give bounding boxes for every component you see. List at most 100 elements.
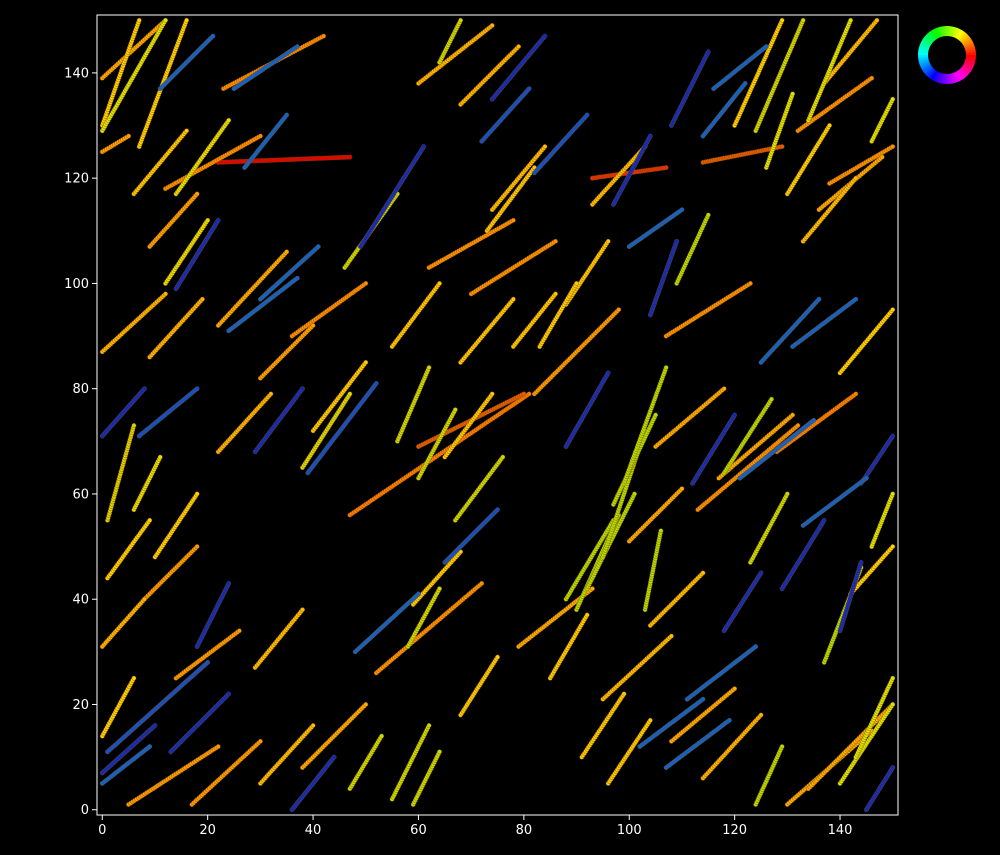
track-point bbox=[748, 280, 753, 286]
track-point bbox=[663, 165, 669, 171]
track-point bbox=[315, 244, 321, 250]
track-point bbox=[194, 191, 200, 197]
track-point bbox=[437, 586, 442, 592]
track-point bbox=[779, 144, 785, 150]
track-point bbox=[779, 17, 785, 23]
track-point bbox=[705, 212, 711, 218]
track-point bbox=[890, 491, 896, 497]
track-point bbox=[853, 175, 859, 181]
track-point bbox=[890, 544, 896, 549]
track-point bbox=[590, 586, 595, 592]
track-15 bbox=[827, 144, 896, 186]
track-point bbox=[205, 217, 211, 223]
track-point bbox=[732, 412, 737, 418]
track-point bbox=[790, 91, 795, 97]
track-point bbox=[784, 491, 790, 497]
track-point bbox=[553, 238, 558, 244]
track-point bbox=[300, 386, 305, 392]
track-point bbox=[226, 581, 232, 586]
track-16 bbox=[373, 581, 485, 676]
track-point bbox=[658, 528, 664, 534]
track-point bbox=[215, 217, 221, 223]
track-point bbox=[141, 596, 147, 602]
track-point bbox=[157, 454, 163, 460]
track-point bbox=[521, 391, 527, 397]
track-point bbox=[147, 517, 153, 523]
track-point bbox=[779, 744, 785, 749]
track-point bbox=[758, 712, 764, 718]
track-point bbox=[795, 423, 801, 428]
track-18 bbox=[173, 628, 242, 681]
track-point bbox=[426, 723, 432, 728]
track-point bbox=[226, 691, 232, 697]
track-point bbox=[363, 359, 369, 365]
track-10 bbox=[468, 238, 558, 297]
track-1 bbox=[215, 154, 353, 165]
track-point bbox=[347, 391, 353, 397]
track-point bbox=[621, 691, 627, 697]
track-point bbox=[679, 486, 685, 492]
track-point bbox=[758, 570, 764, 576]
track-point bbox=[379, 733, 384, 739]
track-point bbox=[890, 765, 896, 770]
track-point bbox=[516, 44, 521, 49]
track-point bbox=[616, 307, 622, 313]
track-point bbox=[632, 491, 637, 497]
track-point bbox=[500, 454, 506, 460]
track-point bbox=[605, 370, 611, 376]
track-point bbox=[421, 144, 427, 150]
track-point bbox=[605, 238, 611, 244]
track-point bbox=[310, 723, 316, 728]
track-point bbox=[800, 17, 806, 23]
track-point bbox=[363, 702, 369, 707]
track-point bbox=[194, 544, 200, 549]
track-point bbox=[294, 275, 300, 281]
track-point bbox=[347, 154, 353, 160]
track-point bbox=[647, 133, 653, 139]
track-point bbox=[653, 412, 658, 418]
track-point bbox=[890, 702, 896, 707]
track-point bbox=[721, 386, 727, 392]
track-point bbox=[879, 154, 885, 160]
track-point bbox=[489, 391, 495, 397]
track-point bbox=[257, 133, 263, 139]
track-point bbox=[542, 33, 548, 39]
track-point bbox=[141, 386, 147, 392]
track-point bbox=[869, 75, 875, 81]
track-point bbox=[663, 365, 669, 370]
track-point bbox=[205, 660, 211, 665]
track-point bbox=[310, 323, 316, 328]
track-point bbox=[669, 633, 674, 639]
track-point bbox=[236, 628, 242, 634]
track-point bbox=[452, 407, 458, 413]
track-point bbox=[437, 280, 442, 286]
track-point bbox=[126, 133, 132, 139]
track-point bbox=[821, 517, 827, 523]
track-point bbox=[131, 675, 137, 681]
track-11 bbox=[663, 280, 753, 339]
track-point bbox=[495, 654, 500, 660]
track-point bbox=[584, 612, 590, 618]
track-14 bbox=[795, 75, 875, 134]
track-point bbox=[858, 560, 864, 565]
track-point bbox=[131, 423, 137, 428]
track-point bbox=[790, 412, 795, 418]
track-point bbox=[163, 291, 168, 297]
track-point bbox=[732, 686, 737, 692]
track-point bbox=[705, 49, 711, 55]
track-point bbox=[210, 33, 216, 39]
track-point bbox=[700, 570, 706, 576]
track-point bbox=[257, 738, 263, 744]
track-8 bbox=[289, 280, 369, 339]
track-point bbox=[331, 754, 337, 760]
track-point bbox=[890, 96, 896, 102]
track-point bbox=[284, 249, 290, 255]
track-point bbox=[890, 675, 896, 681]
track-17 bbox=[532, 307, 622, 397]
track-point bbox=[479, 581, 485, 586]
track-point bbox=[647, 717, 653, 723]
track-point bbox=[152, 723, 158, 728]
track-point bbox=[489, 23, 495, 28]
